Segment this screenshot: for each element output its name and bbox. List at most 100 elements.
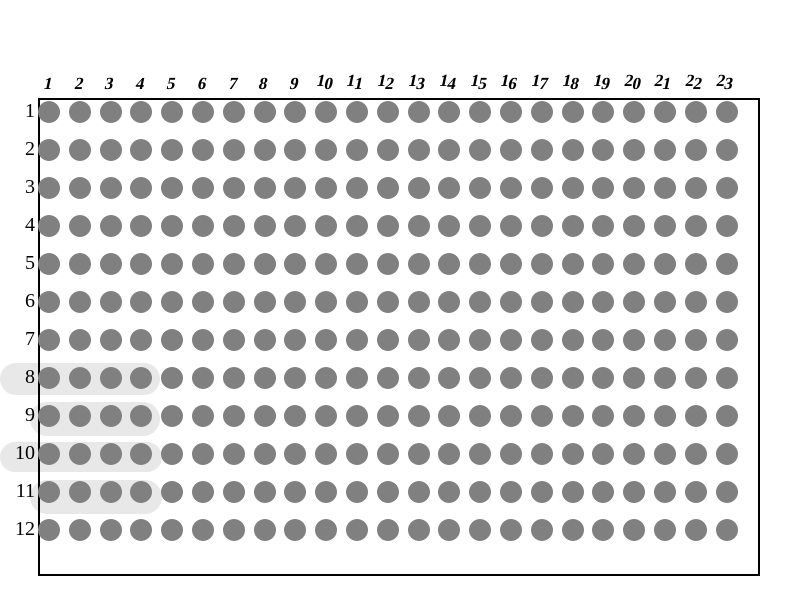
well [500,253,522,275]
well [654,329,676,351]
well [500,443,522,465]
column-label: 23 [714,74,735,94]
well [38,405,60,427]
well [531,101,553,123]
well [685,519,707,541]
column-label: 2 [72,74,85,94]
well [377,139,399,161]
well [346,481,368,503]
well [500,329,522,351]
well [685,215,707,237]
well [192,291,214,313]
well [223,177,245,199]
well [500,405,522,427]
well [716,443,738,465]
well [685,139,707,161]
well [500,215,522,237]
well [408,215,430,237]
well [223,443,245,465]
well [192,481,214,503]
column-label: 22 [683,74,704,94]
well [408,519,430,541]
well [408,253,430,275]
well [254,367,276,389]
well [38,291,60,313]
well [192,443,214,465]
well [346,177,368,199]
well [254,101,276,123]
well [346,519,368,541]
well [531,367,553,389]
well [562,329,584,351]
column-label: 4 [134,74,147,94]
column-label: 13 [406,74,427,94]
well [100,405,122,427]
well [531,519,553,541]
well [500,139,522,161]
well [69,139,91,161]
well [100,253,122,275]
well [192,405,214,427]
well [254,519,276,541]
well [377,101,399,123]
well [69,329,91,351]
well [562,101,584,123]
well [685,291,707,313]
well [716,329,738,351]
well [716,291,738,313]
column-label: 16 [498,74,519,94]
well [223,405,245,427]
well [531,443,553,465]
well [562,253,584,275]
well [716,481,738,503]
well [377,253,399,275]
well [562,139,584,161]
well [716,215,738,237]
well [100,215,122,237]
well [562,291,584,313]
well [69,405,91,427]
well [346,253,368,275]
well [69,253,91,275]
well [254,291,276,313]
well [223,101,245,123]
well [531,139,553,161]
well [192,329,214,351]
well [685,443,707,465]
well [685,177,707,199]
well [377,215,399,237]
well [531,291,553,313]
well [377,481,399,503]
well [408,443,430,465]
well [654,367,676,389]
well [654,101,676,123]
column-label: 7 [226,74,239,94]
well [685,329,707,351]
well [38,253,60,275]
well [254,139,276,161]
well [531,329,553,351]
well [100,291,122,313]
row-label: 2 [0,138,35,161]
well [100,519,122,541]
well [254,177,276,199]
well [500,101,522,123]
well [408,405,430,427]
row-label: 7 [0,328,35,351]
well [408,101,430,123]
column-label: 8 [257,74,270,94]
column-label: 15 [468,74,489,94]
well [100,139,122,161]
well [192,139,214,161]
well [408,329,430,351]
well [562,177,584,199]
well [377,329,399,351]
well [38,177,60,199]
well [716,139,738,161]
well [346,329,368,351]
well [500,367,522,389]
well [377,291,399,313]
well [531,177,553,199]
well [377,367,399,389]
column-label: 14 [437,74,458,94]
